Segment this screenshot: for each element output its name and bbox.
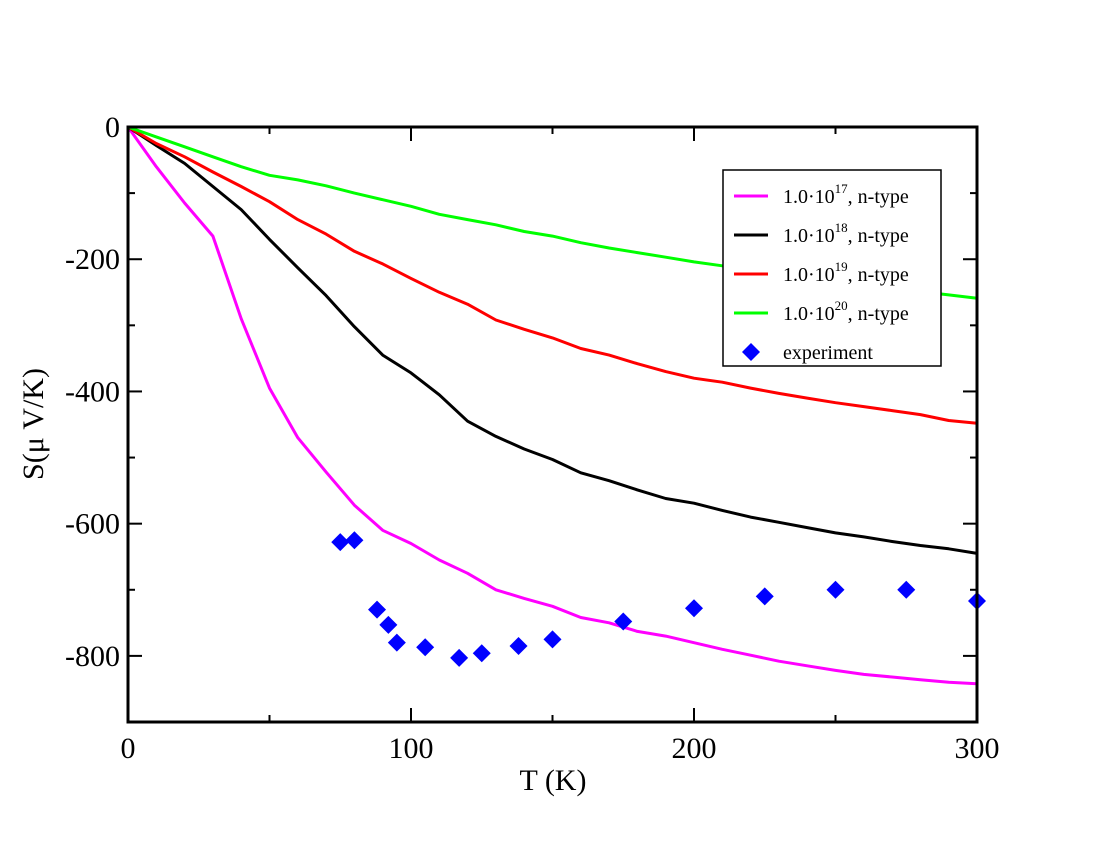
- experiment-point: [379, 615, 398, 634]
- y-tick-label: -600: [65, 508, 120, 541]
- series-line-2: [127, 125, 978, 425]
- legend-label: 1.0·1019, n-type: [783, 259, 909, 286]
- legend-box: [722, 169, 942, 367]
- y-tick-label: -400: [65, 375, 120, 408]
- experiment-point: [826, 580, 845, 599]
- y-tick-label: -200: [65, 243, 120, 276]
- y-tick-label: -800: [65, 640, 120, 673]
- experiment-point: [509, 636, 528, 655]
- y-axis-title: S(μ V/K): [17, 368, 50, 480]
- experiment-point: [331, 533, 350, 552]
- legend-label: 1.0·1020, n-type: [783, 298, 909, 325]
- x-tick-label: 100: [389, 732, 434, 765]
- experiment-point: [543, 630, 562, 649]
- axis-layer: 0 100 200 300 0 -200 -400 -600 -800: [65, 111, 1000, 765]
- legend: 1.0·1017, n-type 1.0·1018, n-type 1.0·1019…: [722, 169, 942, 367]
- experiment-point: [416, 638, 435, 657]
- experiment-point: [897, 580, 916, 599]
- experiment-point: [345, 531, 364, 550]
- legend-label: 1.0·1018, n-type: [783, 220, 909, 247]
- experiment-point: [755, 587, 774, 606]
- experiment-point: [450, 648, 469, 667]
- legend-label: experiment: [783, 342, 873, 364]
- experiment-point: [614, 612, 633, 631]
- experiment-point: [685, 599, 703, 618]
- experiment-point: [472, 644, 491, 663]
- legend-label: 1.0·1017, n-type: [783, 181, 909, 208]
- experiment-point: [387, 633, 406, 652]
- x-axis-title: T (K): [520, 764, 587, 797]
- series-line-0: [126, 126, 978, 686]
- series-layer: [126, 125, 986, 686]
- x-tick-label: 0: [121, 732, 136, 765]
- experiment-point: [368, 600, 387, 619]
- x-tick-label: 200: [672, 732, 717, 765]
- y-tick-label: 0: [105, 111, 120, 144]
- series-line-1: [127, 125, 978, 555]
- x-tick-label: 300: [955, 732, 1000, 765]
- legend-swatch: [742, 343, 760, 361]
